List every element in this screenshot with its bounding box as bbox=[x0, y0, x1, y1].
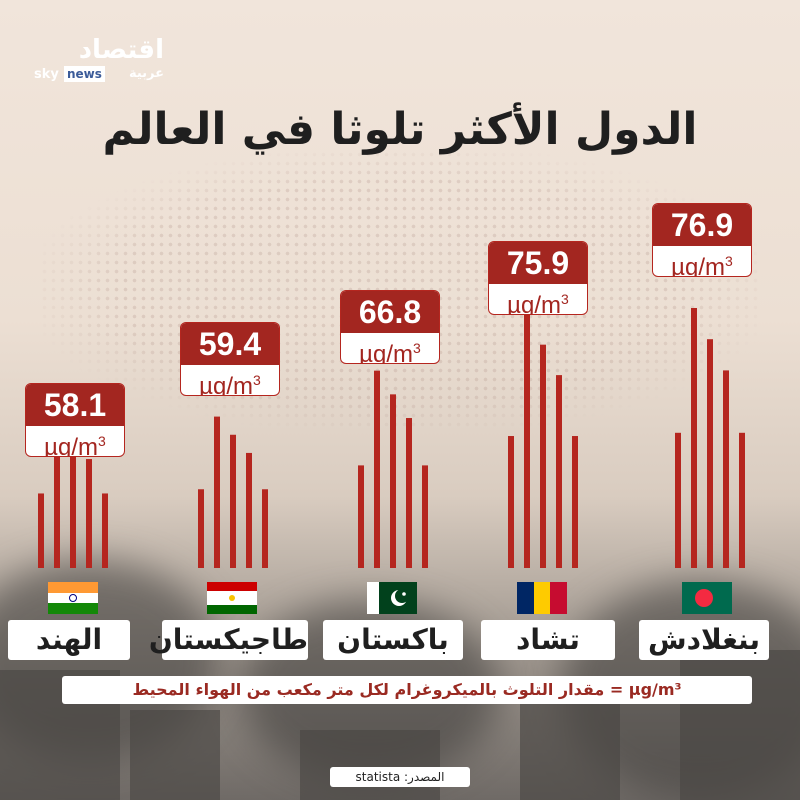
chart-title: الدول الأكثر تلوثا في العالم bbox=[102, 104, 698, 155]
value-box-bangladesh: 76.9 µg/m3 bbox=[652, 203, 752, 277]
bar-cluster-1 bbox=[198, 416, 268, 568]
bar bbox=[508, 436, 514, 568]
flag-chad-icon bbox=[517, 582, 567, 614]
city-silhouette bbox=[300, 730, 440, 800]
bar-cluster-3 bbox=[508, 314, 578, 568]
unit-label: µg/m3 bbox=[507, 291, 569, 315]
bar-cluster-0 bbox=[38, 424, 108, 568]
bar bbox=[262, 489, 268, 568]
bar bbox=[198, 489, 204, 568]
bar bbox=[723, 370, 729, 568]
bar bbox=[214, 416, 220, 568]
bar bbox=[358, 465, 364, 568]
bar bbox=[422, 465, 428, 568]
unit-label: µg/m3 bbox=[359, 340, 421, 364]
country-name-india: الهند bbox=[8, 620, 130, 660]
value-box-tajikistan: 59.4 µg/m3 bbox=[180, 322, 280, 396]
unit-label: µg/m3 bbox=[44, 433, 106, 457]
bar bbox=[406, 418, 412, 568]
value-box-india: 58.1 µg/m3 bbox=[25, 383, 125, 457]
unit-label: µg/m3 bbox=[199, 372, 261, 396]
country-name-pakistan: باكستان bbox=[323, 620, 463, 660]
bar bbox=[86, 459, 92, 568]
country-name-chad: تشاد bbox=[481, 620, 615, 660]
value-label: 66.8 bbox=[341, 291, 439, 333]
city-silhouette bbox=[520, 700, 620, 800]
bar bbox=[739, 432, 745, 568]
country-name-bangladesh: بنغلادش bbox=[639, 620, 769, 660]
flag-bangladesh-icon bbox=[682, 582, 732, 614]
value-label: 75.9 bbox=[489, 242, 587, 284]
brand-logo: اقتصاد sky news عربية bbox=[34, 36, 164, 88]
flag-tajikistan-icon bbox=[207, 582, 257, 614]
bar bbox=[38, 493, 44, 568]
bar bbox=[556, 375, 562, 568]
bar bbox=[70, 441, 76, 568]
unit-legend: µg/m³ = مقدار التلوث بالميكروغرام لكل مت… bbox=[62, 676, 752, 704]
value-label: 58.1 bbox=[26, 384, 124, 426]
bar bbox=[54, 424, 60, 568]
flag-pakistan-icon bbox=[367, 582, 417, 614]
bar bbox=[230, 434, 236, 568]
bar bbox=[102, 493, 108, 568]
city-silhouette bbox=[680, 650, 800, 800]
bar-cluster-2 bbox=[358, 370, 428, 568]
source-label: المصدر: statista bbox=[330, 767, 470, 787]
bar bbox=[572, 436, 578, 568]
brand-name: اقتصاد bbox=[78, 35, 164, 65]
brand-sub: عربية bbox=[128, 66, 164, 81]
bar bbox=[246, 452, 252, 568]
flag-india-icon bbox=[48, 582, 98, 614]
city-silhouette bbox=[130, 710, 220, 800]
bar bbox=[524, 314, 530, 568]
bar bbox=[390, 394, 396, 568]
bar bbox=[707, 339, 713, 568]
bar-cluster-4 bbox=[675, 308, 745, 568]
bar bbox=[675, 432, 681, 568]
country-name-tajikistan: طاجيكستان bbox=[149, 620, 308, 660]
value-label: 59.4 bbox=[181, 323, 279, 365]
bar bbox=[540, 344, 546, 568]
bar bbox=[691, 308, 697, 568]
bar bbox=[374, 370, 380, 568]
brand-news: news bbox=[64, 66, 105, 82]
value-box-pakistan: 66.8 µg/m3 bbox=[340, 290, 440, 364]
unit-label: µg/m3 bbox=[671, 253, 733, 277]
value-box-chad: 75.9 µg/m3 bbox=[488, 241, 588, 315]
value-label: 76.9 bbox=[653, 204, 751, 246]
brand-sky: sky bbox=[34, 67, 59, 82]
